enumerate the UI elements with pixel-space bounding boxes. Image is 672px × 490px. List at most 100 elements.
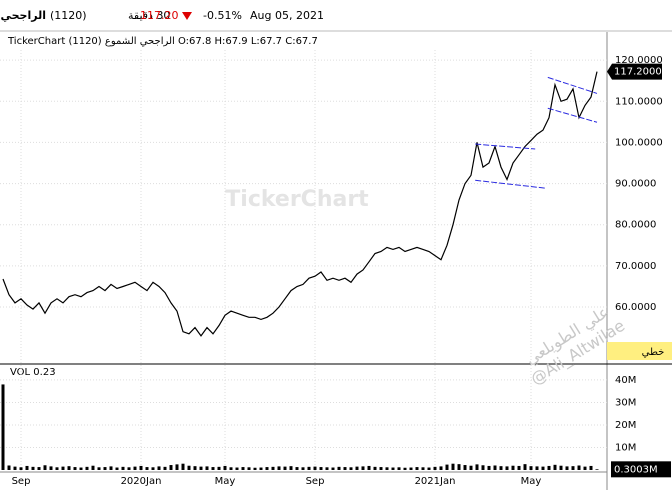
volume-bar bbox=[289, 466, 293, 470]
volume-bar bbox=[481, 465, 485, 470]
volume-bar bbox=[415, 467, 419, 470]
volume-bar bbox=[409, 467, 413, 470]
volume-bar bbox=[499, 466, 503, 470]
down-arrow bbox=[182, 12, 192, 20]
y-tick-label: 100.0000 bbox=[615, 137, 663, 148]
y-tick-label: 70.0000 bbox=[615, 261, 656, 272]
volume-bar bbox=[349, 467, 353, 470]
volume-bar bbox=[211, 467, 215, 470]
stock-code: (1120) bbox=[50, 9, 87, 22]
volume-bar bbox=[517, 465, 521, 470]
volume-bar bbox=[487, 465, 491, 470]
volume-bar bbox=[421, 467, 425, 470]
volume-bar bbox=[361, 466, 365, 470]
volume-bar bbox=[247, 467, 251, 470]
volume-bar bbox=[403, 467, 407, 470]
x-tick-label: Sep bbox=[306, 476, 325, 487]
volume-bar bbox=[49, 466, 53, 470]
volume-bar bbox=[193, 466, 197, 470]
volume-bar bbox=[373, 466, 377, 470]
trendline bbox=[547, 107, 598, 123]
volume-bar bbox=[451, 463, 455, 470]
volume-bar bbox=[241, 467, 245, 470]
volume-bar bbox=[355, 466, 359, 470]
chart-title: TickerChart الراجحي الشموع (1120) O:67.8… bbox=[7, 36, 318, 47]
volume-bar bbox=[181, 463, 185, 470]
volume-bar bbox=[577, 465, 581, 470]
volume-bar bbox=[157, 466, 161, 470]
volume-bar bbox=[13, 466, 17, 470]
volume-bar bbox=[571, 466, 575, 470]
stock-name: الراجحي bbox=[1, 9, 47, 22]
last-price-label: 117.2000 bbox=[614, 67, 662, 78]
volume-bar bbox=[169, 465, 173, 470]
volume-bar bbox=[103, 467, 107, 470]
volume-bar bbox=[547, 465, 551, 470]
volume-bar bbox=[31, 466, 35, 470]
volume-bar bbox=[151, 467, 155, 470]
volume-bar bbox=[115, 467, 119, 470]
volume-bar bbox=[127, 467, 131, 470]
volume-bar bbox=[511, 465, 515, 470]
volume-bar bbox=[265, 467, 269, 470]
volume-bar bbox=[313, 466, 317, 470]
volume-bar bbox=[445, 464, 449, 470]
volume-bar bbox=[19, 467, 23, 470]
volume-bar bbox=[523, 464, 527, 470]
y-tick-label: 60.0000 bbox=[615, 302, 656, 313]
last-price-box bbox=[607, 63, 662, 80]
x-tick-label: 2020Jan bbox=[121, 476, 162, 487]
volume-bar bbox=[535, 466, 539, 470]
style-button-bg[interactable] bbox=[607, 342, 672, 360]
volume-bar bbox=[139, 465, 143, 470]
volume-bar bbox=[595, 469, 599, 470]
x-tick-label: May bbox=[521, 476, 542, 487]
interval: 30 دقيقة bbox=[128, 9, 170, 22]
volume-bar bbox=[277, 466, 281, 470]
y-tick-label: 90.0000 bbox=[615, 179, 656, 190]
volume-bar bbox=[433, 466, 437, 470]
volume-bar bbox=[85, 466, 89, 470]
volume-bar bbox=[307, 466, 311, 470]
volume-bar bbox=[367, 465, 371, 470]
volume-bar bbox=[529, 466, 533, 470]
volume-bar bbox=[559, 465, 563, 470]
price: 117.20 bbox=[140, 9, 179, 22]
volume-bar bbox=[295, 467, 299, 470]
volume-bar bbox=[469, 465, 473, 470]
watermark: TickerChart bbox=[225, 187, 369, 212]
volume-bar bbox=[427, 467, 431, 470]
volume-bar bbox=[175, 464, 179, 470]
volume-bar bbox=[283, 466, 287, 470]
volume-bar bbox=[217, 466, 221, 470]
volume-bar bbox=[475, 464, 479, 470]
y-tick-label: 30M bbox=[615, 397, 636, 408]
volume-label: VOL 0.23 bbox=[10, 367, 56, 378]
volume-bar bbox=[541, 466, 545, 470]
volume-bar bbox=[121, 466, 125, 470]
volume-bar bbox=[163, 466, 167, 470]
trendline bbox=[475, 179, 545, 189]
volume-bar bbox=[1, 384, 5, 470]
volume-bar bbox=[379, 467, 383, 470]
y-tick-label: 80.0000 bbox=[615, 220, 656, 231]
volume-bar bbox=[133, 466, 137, 470]
volume-bar bbox=[109, 466, 113, 470]
y-tick-label: 20M bbox=[615, 420, 636, 431]
volume-bar bbox=[97, 467, 101, 470]
style-button[interactable]: خطي bbox=[642, 347, 665, 358]
volume-bar bbox=[271, 466, 275, 470]
volume-bar bbox=[589, 465, 593, 470]
x-tick-label: 2021Jan bbox=[415, 476, 456, 487]
volume-bar bbox=[463, 465, 467, 470]
volume-bar bbox=[493, 465, 497, 470]
volume-bar bbox=[37, 467, 41, 470]
volume-bar bbox=[205, 466, 209, 470]
y-tick-label: 10M bbox=[615, 442, 636, 453]
volume-bar bbox=[61, 466, 65, 470]
volume-bar bbox=[73, 467, 77, 470]
price-line bbox=[2, 71, 598, 337]
last-volume-label: 0.3003M bbox=[614, 464, 658, 475]
volume-bar bbox=[229, 467, 233, 470]
